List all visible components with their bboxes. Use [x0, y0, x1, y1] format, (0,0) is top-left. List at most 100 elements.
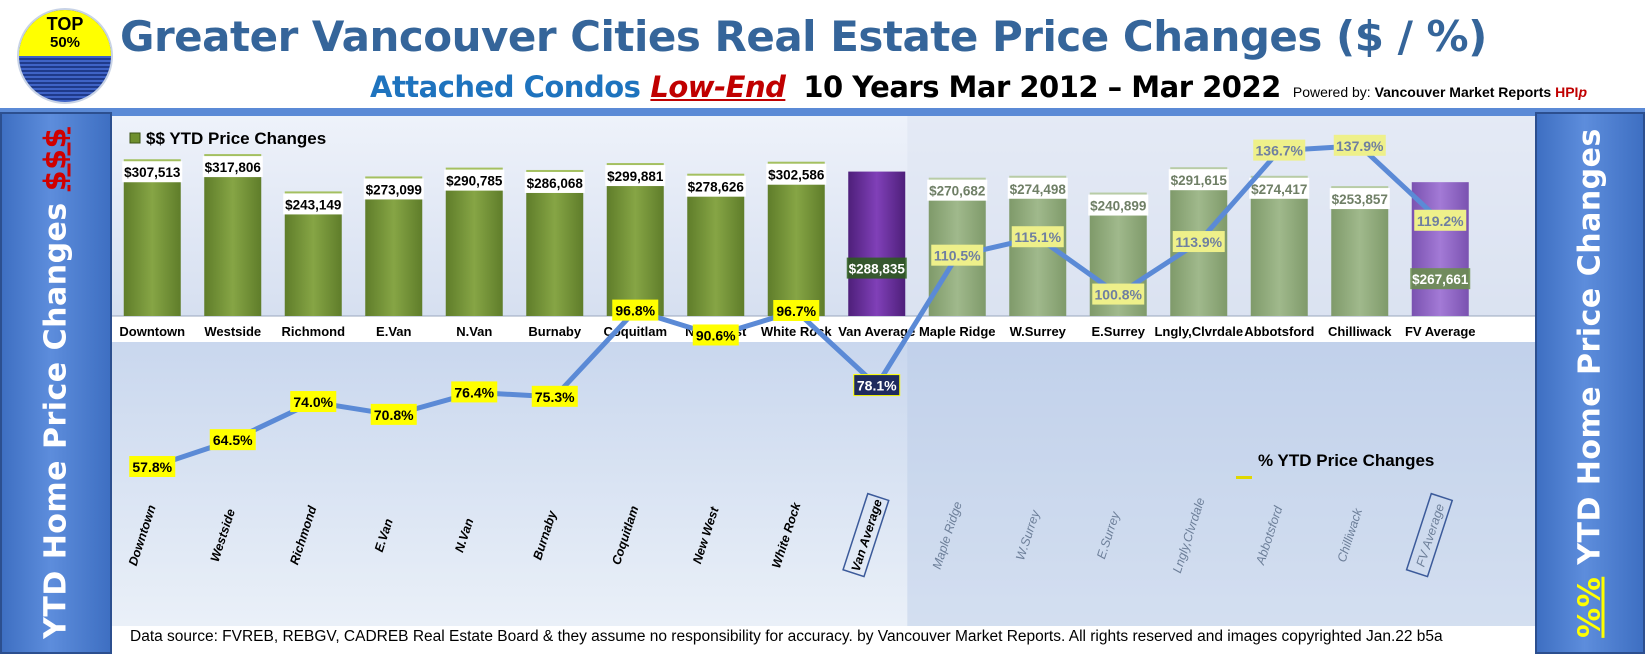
bar-value-label: $273,099: [366, 182, 422, 197]
bar-value-label: $270,682: [929, 184, 985, 199]
right-side-panel: %% YTD Home Price Changes: [1535, 112, 1645, 654]
bar-value-label: $286,068: [527, 176, 584, 191]
percent-label: 78.1%: [857, 378, 897, 394]
bar-top-cap: [687, 173, 745, 177]
line-panel-background: [112, 342, 1535, 626]
line-legend-swatch: [1236, 476, 1252, 479]
bar-value-label-bg: [685, 175, 746, 197]
bar-top-cap: [204, 154, 262, 158]
bar-chilliwack: [1331, 189, 1389, 316]
bar-value-label-bg: [1088, 194, 1149, 216]
powered-name: Vancouver Market Reports: [1374, 84, 1552, 100]
avg-category-frame: [842, 492, 890, 578]
bar-category-label: Westside: [204, 324, 261, 339]
bar-category-label: N.Van: [456, 324, 492, 339]
percent-label-bg: [1092, 283, 1145, 305]
bar-burnaby: [526, 172, 584, 316]
bar-value-label-bg: [283, 193, 344, 215]
data-source-footer: Data source: FVREB, REBGV, CADREB Real E…: [130, 628, 1443, 645]
percent-label: 100.8%: [1095, 287, 1143, 303]
price-change-chart: $$ YTD Price Changes $307,513 Downtown $31…: [112, 116, 1535, 626]
bar-value-label-bg: [1007, 177, 1068, 199]
bar-value-label-bg: [363, 178, 424, 200]
bar-category-label: E.Surrey: [1092, 324, 1146, 339]
bar-legend-swatch: [129, 132, 141, 144]
percent-label-bg: [692, 324, 739, 346]
bar-category-label: E.Van: [376, 324, 411, 339]
bar-top-cap: [1250, 175, 1308, 179]
percent-label-bg: [612, 299, 659, 321]
right-side-label: %% YTD Home Price Changes: [1573, 128, 1608, 638]
bar-downtown: [123, 162, 181, 316]
bar-value-label-bg: [605, 165, 666, 187]
bar-category-label: Van Average: [838, 324, 915, 339]
percent-label: 57.8%: [132, 459, 172, 475]
left-side-label: YTD Home Price Changes $$$: [39, 127, 74, 639]
bar-top-cap: [928, 177, 986, 181]
bar-value-label-bg: [927, 179, 988, 201]
bar-value-label-bg: [1168, 169, 1229, 191]
bar-value-label-bg: [1329, 188, 1390, 210]
bar-category-label: Maple Ridge: [919, 324, 996, 339]
avg-category-frame: [1405, 492, 1454, 578]
bar-category-label: Lngly,Clvrdale: [1154, 324, 1243, 339]
percent-label-bg: [209, 429, 256, 451]
bar-category-label: Downtown: [119, 324, 185, 339]
subtitle-category: Attached Condos: [370, 70, 641, 104]
percent-label: 136.7%: [1256, 143, 1304, 159]
badge-line2: 50%: [49, 34, 81, 51]
bar-category-label: Burnaby: [528, 324, 582, 339]
percent-label-bg: [1333, 134, 1386, 156]
subtitle: Attached Condos Low-End 10 Years Mar 2012 …: [370, 70, 1281, 104]
bar-value-label: $278,626: [688, 180, 745, 195]
bar-top-cap: [767, 161, 825, 165]
percent-label-bg: [290, 391, 337, 413]
percent-label-bg: [773, 300, 820, 322]
fv-line-region-background: [907, 342, 1535, 626]
bar-category-label: FV Average: [1405, 324, 1476, 339]
bar-top-cap: [445, 167, 503, 171]
bar-value-label-bg: [846, 257, 907, 279]
powered-by: Powered by: Vancouver Market Reports HPI…: [1293, 84, 1587, 100]
percent-label-bg: [531, 385, 578, 407]
percent-label-bg: [853, 374, 901, 397]
percent-label: 64.5%: [213, 432, 253, 448]
bar-top-cap: [123, 159, 181, 163]
percent-label-bg: [129, 456, 176, 477]
percent-label-bg: [1414, 209, 1467, 231]
bar-category-label: Chilliwack: [1328, 324, 1392, 339]
percent-label-bg: [1253, 139, 1306, 161]
bar-value-label-bg: [1410, 268, 1471, 290]
bar-category-label: Richmond: [281, 324, 345, 339]
bar-category-label: Abbotsford: [1244, 324, 1314, 339]
bar-top-cap: [1009, 175, 1067, 179]
bar-value-label-bg: [202, 156, 263, 178]
percent-label-bg: [931, 244, 984, 266]
bar-value-label: $274,417: [1251, 182, 1307, 197]
percent-label: 96.8%: [615, 303, 655, 319]
percent-label: 115.1%: [1014, 229, 1061, 245]
bar-value-label: $274,498: [1010, 182, 1067, 197]
percent-label-bg: [370, 403, 417, 425]
percent-label-bg: [451, 381, 498, 403]
bar-value-label: $307,513: [124, 165, 181, 180]
bar-value-label: $253,857: [1332, 192, 1388, 207]
badge-line1: TOP: [46, 14, 84, 34]
bar-new-west: [687, 176, 745, 316]
bar-value-label-bg: [444, 169, 505, 191]
bar-top-cap: [1089, 192, 1147, 196]
bar-van-average: [848, 171, 906, 316]
percent-label: 96.7%: [776, 303, 816, 319]
percent-label: 75.3%: [535, 389, 575, 405]
bar-top-cap: [1170, 167, 1228, 171]
percent-label: 119.2%: [1417, 213, 1464, 229]
bar-abbotsford: [1250, 178, 1308, 316]
percent-label: 110.5%: [934, 248, 981, 264]
bar-top-cap: [606, 163, 664, 167]
bar-value-label: $302,586: [768, 168, 825, 183]
bar-n-van: [445, 170, 503, 316]
line-legend-label: % YTD Price Changes: [1258, 451, 1434, 470]
bar-value-label: $243,149: [285, 197, 341, 212]
bar-value-label: $291,615: [1171, 173, 1228, 188]
bar-category-label: W.Surrey: [1010, 324, 1067, 339]
